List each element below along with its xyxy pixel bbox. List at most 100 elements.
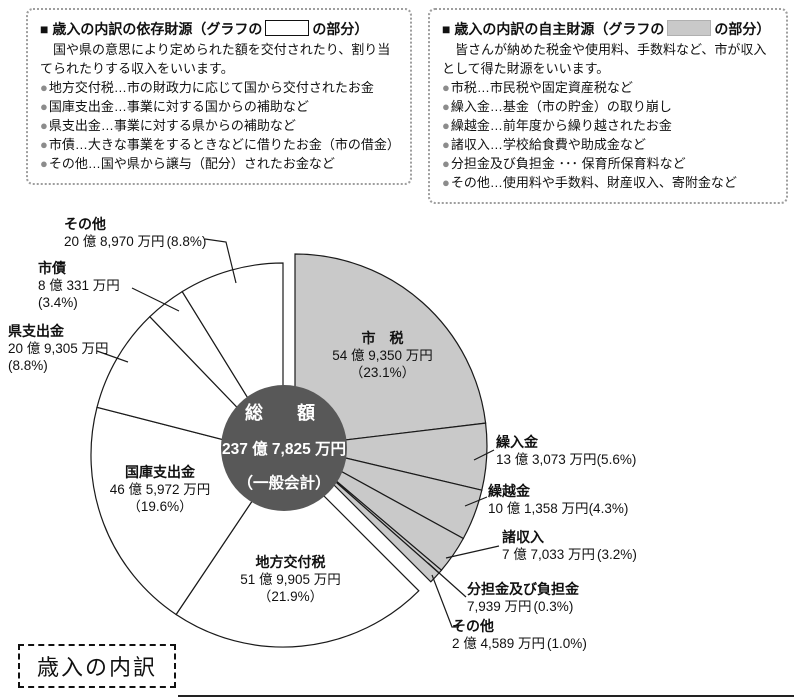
chart-caption-text: 歳入の内訳 — [36, 655, 157, 680]
dependent-swatch — [265, 20, 310, 36]
slice-amount: 51 億 9,905 万円 — [240, 572, 341, 587]
independent-graph-note-pre: （グラフの — [594, 21, 665, 37]
leader-line-sonota-independent — [431, 574, 459, 628]
slice-label-buntankin: 分担金及び負担金 7,939 万円 (0.3%) — [467, 581, 579, 615]
slice-name: 分担金及び負担金 — [467, 581, 579, 597]
leader-line-buntankin — [427, 562, 467, 598]
item-text: その他…使用料や手数料、財産収入、寄附金など — [450, 175, 737, 190]
slice-pct: (3.4%) — [38, 295, 78, 310]
bullet-icon: ● — [40, 137, 48, 152]
slice-amount: 7 億 7,033 万円 — [502, 547, 596, 562]
slice-name: 国庫支出金 — [125, 464, 195, 480]
slice-name: 繰越金 — [488, 483, 530, 499]
independent-sources-box: ■ 歳入の内訳の自主財源（グラフの の部分） 皆さんが納めた税金や使用料、手数料な… — [428, 8, 788, 204]
slice-amount: 20 億 9,305 万円 — [8, 341, 109, 356]
independent-heading-text: ■ 歳入の内訳の自主財源 — [442, 21, 595, 37]
leader-line-shisai — [131, 287, 180, 312]
chart-caption-box: 歳入の内訳 — [18, 644, 176, 688]
slice-name: 諸収入 — [502, 529, 544, 545]
total-note: （一般会計） — [237, 475, 331, 492]
list-item: ●繰入金…基金（市の貯金）の取り崩し — [442, 97, 774, 116]
independent-graph-note-post: の部分） — [714, 21, 771, 37]
item-text: 地方交付税…市の財政力に応じて国から交付されたお金 — [48, 80, 374, 95]
leader-line-kuriirekin — [473, 449, 495, 461]
pie-slice-chihokofuzei — [175, 454, 420, 648]
slice-label-shoshunyu: 諸収入 7 億 7,033 万円 (3.2%) — [502, 529, 637, 563]
list-item: ●市税…市民税や固定資産税など — [442, 78, 774, 97]
slice-name: 県支出金 — [8, 323, 64, 339]
leader-line-shoshunyu — [445, 545, 500, 559]
dependent-heading-text: ■ 歳入の内訳の依存財源 — [40, 21, 193, 37]
bullet-icon: ● — [40, 156, 48, 171]
item-text: 県支出金…事業に対する県からの補助など — [48, 118, 296, 133]
dependent-graph-note-pre: （グラフの — [192, 21, 263, 37]
dependent-box-body: 国や県の意思により定められた額を交付されたり、割り当てられたりする収入をいいます… — [40, 42, 391, 76]
slice-name: 繰入金 — [496, 434, 538, 450]
item-text: 国庫支出金…事業に対する国からの補助など — [48, 99, 309, 114]
dependent-sources-box: ■ 歳入の内訳の依存財源（グラフの の部分） 国や県の意思により定められた額を交付… — [26, 8, 412, 185]
leader-line-kurikoshikin — [464, 496, 488, 507]
list-item: ●国庫支出金…事業に対する国からの補助など — [40, 97, 398, 116]
item-text: その他…国や県から譲与（配分）されたお金など — [48, 156, 335, 171]
list-item: ●市債…大きな事業をするときなどに借りたお金（市の借金） — [40, 135, 400, 154]
bullet-icon: ● — [442, 80, 450, 95]
slice-pct: (0.3%) — [533, 599, 574, 614]
leader-line-kenshishutsukin — [96, 350, 129, 363]
bullet-icon: ● — [40, 80, 48, 95]
slice-amount: 20 億 8,970 万円 — [64, 234, 165, 249]
independent-box-body: 皆さんが納めた税金や使用料、手数料など、市が収入として得た財源をいいます。 — [442, 42, 767, 76]
slice-amount: 8 億 331 万円 — [38, 278, 120, 293]
slice-amount: 10 億 1,358 万円 — [488, 501, 589, 516]
list-item: ●その他…使用料や手数料、財産収入、寄附金など — [442, 173, 774, 192]
slice-amount: 13 億 3,073 万円 — [496, 452, 597, 467]
total-title: 総 額 — [245, 403, 323, 423]
dependent-item-list: ●地方交付税…市の財政力に応じて国から交付されたお金 ●国庫支出金…事業に対する… — [40, 78, 400, 173]
list-item: ●その他…国や県から譲与（配分）されたお金など — [40, 154, 398, 173]
bullet-icon: ● — [40, 99, 48, 114]
slice-pct: (4.3%) — [588, 501, 629, 516]
slice-name: 市 税 — [361, 330, 404, 346]
leader-lines — [96, 238, 500, 628]
slice-label-kuriirekin: 繰入金 13 億 3,073 万円(5.6%) — [496, 434, 636, 468]
slice-amount: 2 億 4,589 万円 — [452, 636, 546, 651]
item-text: 繰入金…基金（市の貯金）の取り崩し — [450, 99, 672, 114]
slice-pct: (1.0%) — [547, 636, 587, 651]
slice-pct: (8.8%) — [166, 234, 207, 249]
slice-pct: (5.6%) — [596, 452, 637, 467]
pie-slice-shizei — [294, 253, 487, 447]
slice-label-shizei: 市 税 54 億 9,350 万円 （23.1%） — [305, 330, 460, 381]
leader-line-sonota-dependent — [204, 238, 237, 284]
list-item: ●地方交付税…市の財政力に応じて国から交付されたお金 — [40, 78, 398, 97]
list-item: ●諸収入…学校給食費や助成金など — [442, 135, 774, 154]
dependent-graph-note-post: の部分） — [312, 21, 369, 37]
slice-pct: （23.1%） — [349, 365, 416, 380]
independent-item-list: ●市税…市民税や固定資産税など ●繰入金…基金（市の貯金）の取り崩し ●繰越金…… — [442, 78, 774, 192]
item-text: 市債…大きな事業をするときなどに借りたお金（市の借金） — [48, 137, 400, 152]
slice-pct: (3.2%) — [597, 547, 637, 562]
item-text: 分担金及び負担金 ･･･ 保育所保育料など — [450, 156, 686, 171]
slice-name: その他 — [452, 618, 494, 634]
independent-box-heading: ■ 歳入の内訳の自主財源（グラフの の部分） — [442, 19, 774, 39]
pie-center-label: 総 額 237 億 7,825 万円 （一般会計） — [193, 399, 375, 493]
pie-center-circle — [221, 385, 347, 511]
slice-amount: 7,939 万円 — [467, 599, 532, 614]
slice-amount: 46 億 5,972 万円 — [109, 482, 211, 497]
slice-label-kurikoshikin: 繰越金 10 億 1,358 万円(4.3%) — [488, 483, 628, 517]
slice-pct: (8.8%) — [8, 358, 48, 373]
list-item: ●県支出金…事業に対する県からの補助など — [40, 116, 398, 135]
slice-name: その他 — [64, 216, 106, 232]
slice-pct: （21.9%） — [257, 589, 324, 604]
slice-name: 地方交付税 — [255, 554, 326, 570]
slice-label-shisai-callout: 市債 8 億 331 万円 (3.4%) — [38, 260, 120, 311]
bullet-icon: ● — [442, 118, 450, 133]
bullet-icon: ● — [442, 175, 450, 190]
slice-name: 市債 — [38, 260, 66, 276]
slice-pct: （19.6%） — [127, 499, 193, 514]
slice-label-kenshishutsukin: 県支出金 20 億 9,305 万円 (8.8%) — [8, 323, 109, 374]
bullet-icon: ● — [442, 137, 450, 152]
bullet-icon: ● — [442, 156, 450, 171]
independent-swatch — [667, 20, 712, 36]
total-amount: 237 億 7,825 万円 — [221, 441, 347, 458]
list-item: ●繰越金…前年度から繰り越されたお金 — [442, 116, 774, 135]
